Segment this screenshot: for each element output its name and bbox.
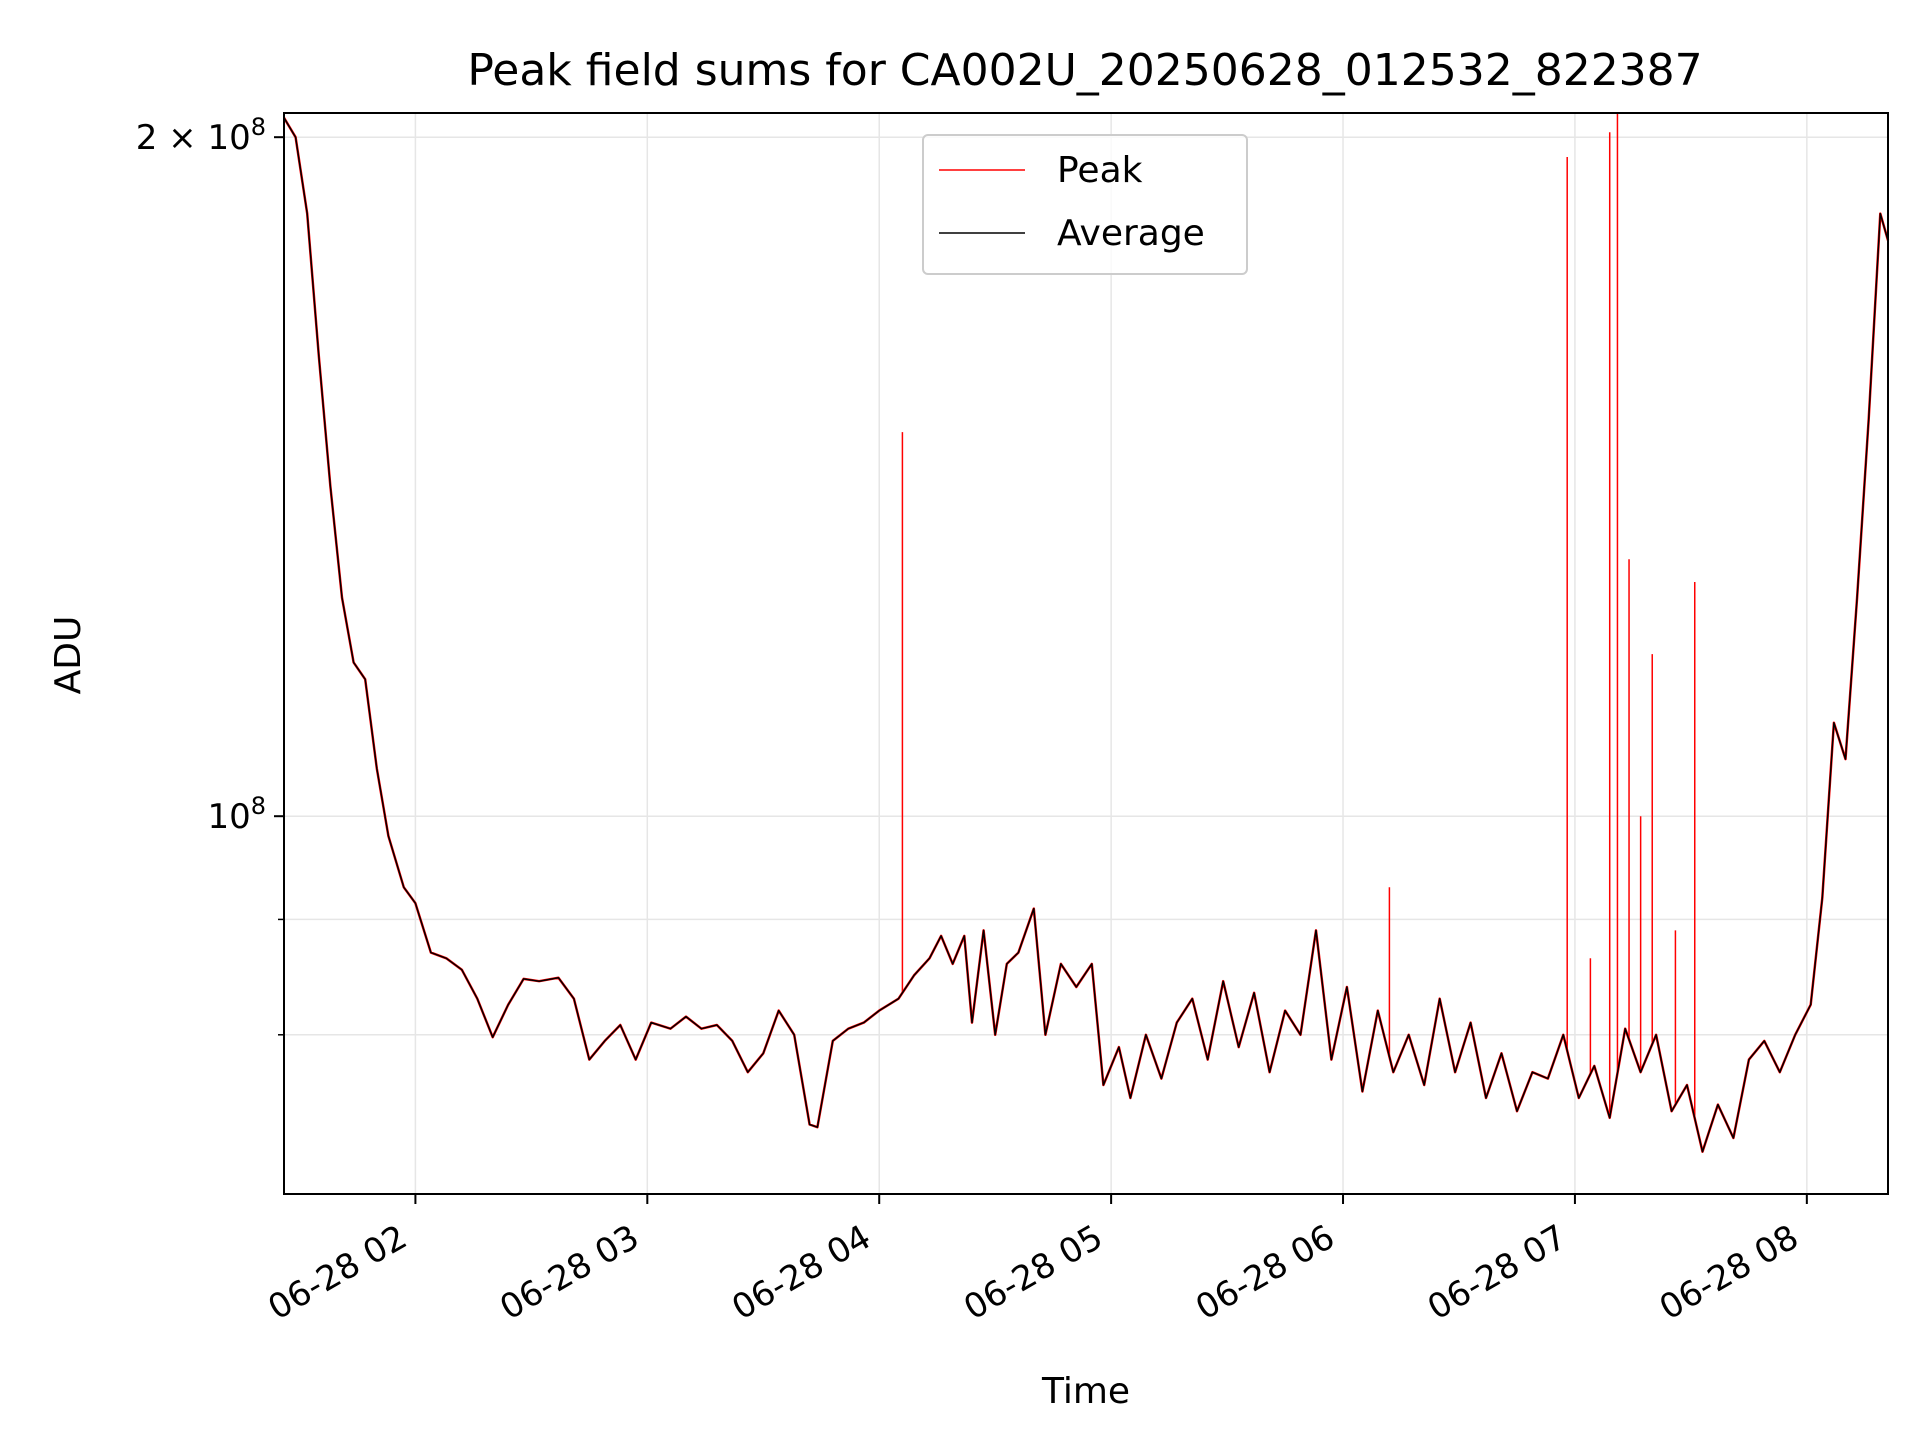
grid [284,113,1888,1194]
y-axis-label: ADU [48,616,89,695]
y-tick-label: 2 × 108 [136,113,266,158]
chart-title: Peak field sums for CA002U_20250628_0125… [467,45,1702,96]
plot-frame [283,112,1889,1195]
plot-lines [282,113,1890,1153]
y-tick-label: 108 [207,792,266,837]
legend-label-average: Average [1057,213,1205,254]
legend: Peak Average [922,134,1248,275]
legend-label-peak: Peak [1057,150,1143,191]
y-axis: 108 2 × 108 [136,113,284,1036]
average-series-line [283,117,1889,1153]
x-axis-label: Time [1041,1371,1130,1412]
